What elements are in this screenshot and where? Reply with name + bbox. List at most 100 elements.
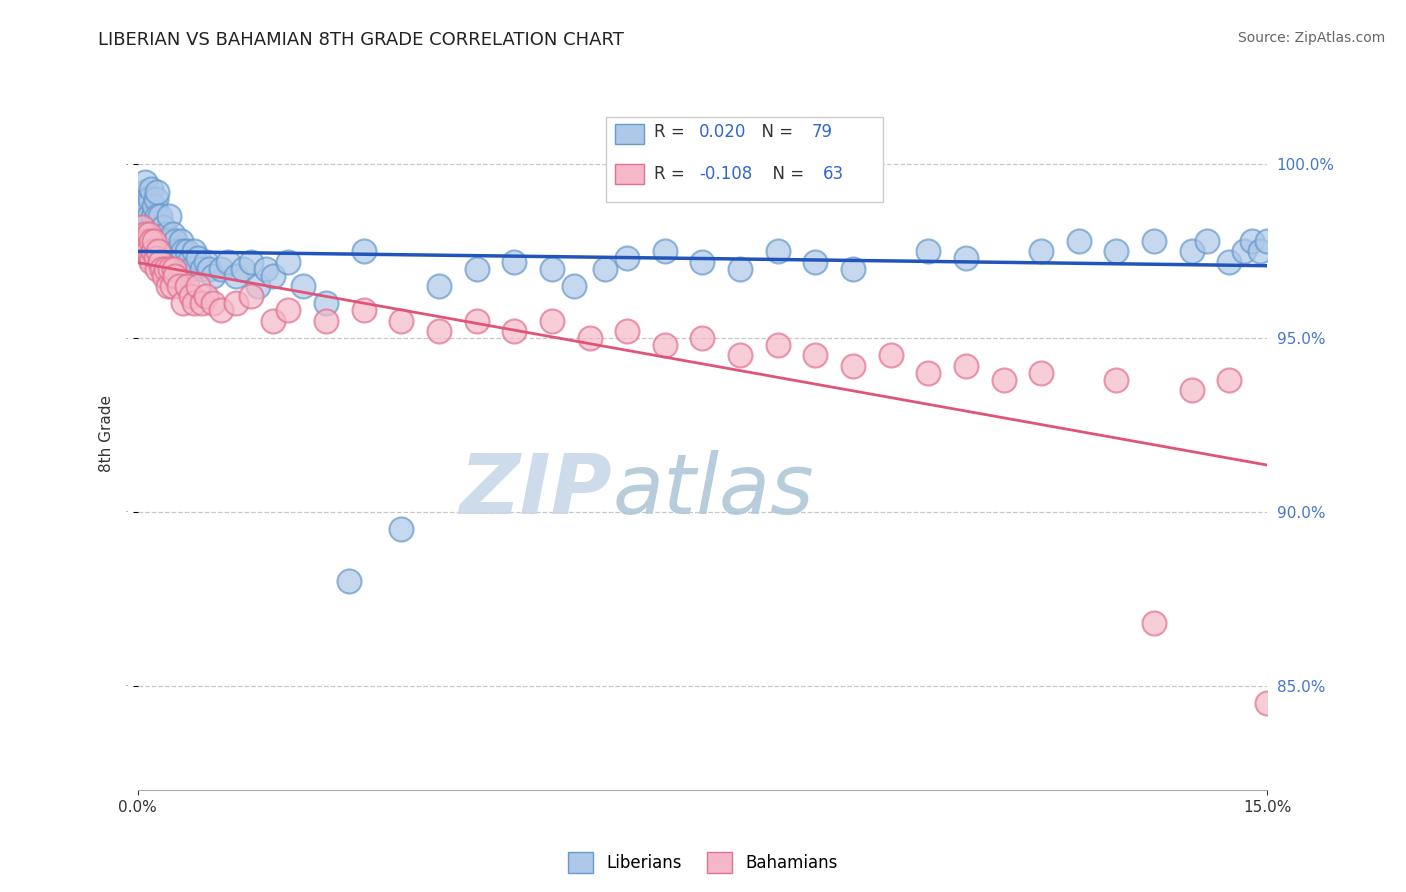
Point <box>842 261 865 276</box>
Point <box>1143 234 1166 248</box>
Point <box>766 338 789 352</box>
Text: atlas: atlas <box>612 450 814 531</box>
Point <box>232 261 254 276</box>
Point <box>142 244 165 259</box>
Text: N =: N = <box>751 123 799 141</box>
Point <box>135 234 157 248</box>
Point <box>194 289 217 303</box>
Point <box>277 254 299 268</box>
Point <box>389 314 412 328</box>
Point <box>167 254 190 268</box>
Point <box>427 279 450 293</box>
Point <box>578 331 600 345</box>
Point <box>198 261 221 276</box>
Point <box>917 244 939 259</box>
Point <box>163 261 186 276</box>
Point <box>155 261 177 276</box>
Point <box>804 254 827 268</box>
Point <box>149 254 172 268</box>
FancyBboxPatch shape <box>616 164 644 185</box>
Point <box>150 261 173 276</box>
Point <box>541 314 564 328</box>
FancyBboxPatch shape <box>616 124 644 144</box>
Point <box>616 251 638 265</box>
Point <box>465 261 488 276</box>
Point <box>145 261 167 276</box>
Point <box>132 244 155 259</box>
Point <box>138 244 160 259</box>
Point <box>148 227 170 241</box>
Point <box>254 261 277 276</box>
Point <box>152 219 174 234</box>
Point <box>129 234 152 248</box>
Text: LIBERIAN VS BAHAMIAN 8TH GRADE CORRELATION CHART: LIBERIAN VS BAHAMIAN 8TH GRADE CORRELATI… <box>98 31 624 49</box>
Text: 79: 79 <box>811 123 832 141</box>
Point <box>917 366 939 380</box>
Point <box>194 254 217 268</box>
Point <box>879 348 901 362</box>
Point <box>209 261 232 276</box>
Point <box>842 359 865 373</box>
Point <box>541 261 564 276</box>
Point <box>1105 373 1128 387</box>
Point <box>166 244 188 259</box>
Point <box>141 181 163 195</box>
Point <box>146 244 169 259</box>
Point <box>160 244 183 259</box>
Point <box>202 268 225 283</box>
Point <box>955 251 977 265</box>
Point <box>165 234 187 248</box>
Point <box>465 314 488 328</box>
Point <box>134 175 156 189</box>
Point <box>1218 254 1240 268</box>
Point <box>146 185 169 199</box>
Point <box>191 261 214 276</box>
Point <box>389 522 412 536</box>
Point <box>1031 366 1053 380</box>
Point <box>225 296 247 310</box>
Point <box>136 199 159 213</box>
Point <box>1195 234 1218 248</box>
Point <box>766 244 789 259</box>
Point <box>993 373 1015 387</box>
Point <box>315 314 337 328</box>
Text: ZIP: ZIP <box>460 450 612 531</box>
Point <box>1181 244 1204 259</box>
Point <box>172 244 194 259</box>
Point <box>145 251 167 265</box>
Point <box>593 261 616 276</box>
Point <box>172 296 194 310</box>
Point <box>138 227 160 241</box>
Point <box>156 279 179 293</box>
FancyBboxPatch shape <box>606 117 883 202</box>
Point <box>142 210 165 224</box>
Point <box>1256 234 1278 248</box>
Point <box>1031 244 1053 259</box>
Point <box>239 254 262 268</box>
Point <box>149 210 172 224</box>
Point <box>139 219 162 234</box>
Point <box>728 261 751 276</box>
Point <box>139 251 162 265</box>
Point <box>728 348 751 362</box>
Point <box>131 210 153 224</box>
Point <box>225 268 247 283</box>
Point <box>202 296 225 310</box>
Point <box>1256 696 1278 710</box>
Point <box>143 199 166 213</box>
Point <box>139 192 162 206</box>
Point <box>353 244 375 259</box>
Point <box>1240 234 1263 248</box>
Point <box>955 359 977 373</box>
Point <box>165 268 187 283</box>
Point <box>131 219 153 234</box>
Point <box>156 234 179 248</box>
Point <box>150 234 173 248</box>
Point <box>692 254 714 268</box>
Point <box>180 261 202 276</box>
Point <box>183 296 205 310</box>
Point <box>262 268 284 283</box>
Text: 63: 63 <box>824 165 845 183</box>
Point <box>153 244 176 259</box>
Point <box>654 244 676 259</box>
